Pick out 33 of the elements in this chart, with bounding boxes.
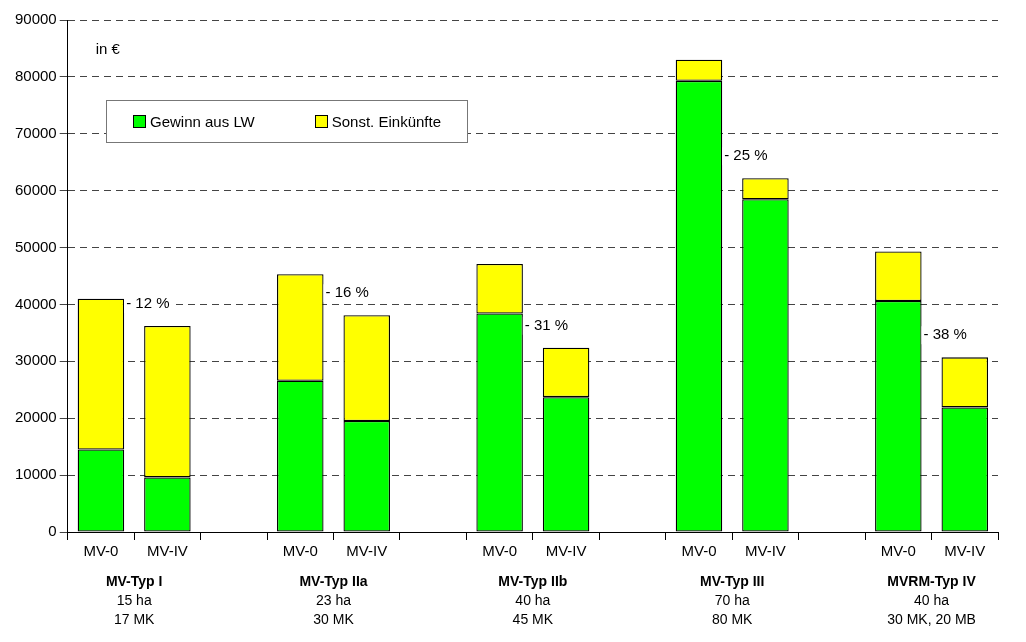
y-tick-label: 50000 xyxy=(14,237,57,255)
x-tick-label: MV-IV xyxy=(146,542,188,560)
x-tick-label: MV-IV xyxy=(545,542,587,560)
text: MV-Typ I 15 ha 17 MK xyxy=(105,572,163,627)
x-tick-label: MV-0 xyxy=(282,542,318,560)
x-tick-label: MV-IV xyxy=(745,542,786,560)
y-tick-label: 30000 xyxy=(14,351,57,369)
annotation: in € xyxy=(95,40,121,58)
text: MV-Typ IIa 23 ha 30 MK xyxy=(299,572,368,627)
y-tick-label: 40000 xyxy=(14,294,57,312)
annotation: - 12 % xyxy=(126,294,170,312)
y-tick-label: 70000 xyxy=(14,123,57,141)
y-tick-label: 90000 xyxy=(14,10,57,28)
annotation: - 16 % xyxy=(325,283,369,301)
x-tick-label: MV-IV xyxy=(346,542,388,560)
x-tick-label: MV-0 xyxy=(880,542,916,560)
x-tick-label: MV-IV xyxy=(944,542,986,560)
y-tick-label: 0 xyxy=(48,522,57,540)
y-tick-label: 10000 xyxy=(14,465,57,483)
text: MVRM-Typ IV 40 ha 30 MK, 20 MB xyxy=(887,572,977,627)
text: MV-Typ IIb 40 ha 45 MK xyxy=(498,572,568,627)
annotation: - 38 % xyxy=(923,325,967,343)
y-tick-label: 60000 xyxy=(14,180,57,198)
x-tick-label: MV-0 xyxy=(681,542,717,560)
text: MV-Typ III 70 ha 80 MK xyxy=(700,572,765,627)
legend-label: Gewinn aus LW xyxy=(150,113,255,130)
annotation: - 31 % xyxy=(524,315,569,333)
annotation: - 25 % xyxy=(724,146,768,164)
x-tick-label: MV-0 xyxy=(482,542,518,560)
y-tick-label: 20000 xyxy=(14,408,57,426)
x-tick-label: MV-0 xyxy=(83,542,119,560)
legend-label: Sonst. Einkünfte xyxy=(331,113,441,130)
y-tick-label: 80000 xyxy=(14,67,57,85)
